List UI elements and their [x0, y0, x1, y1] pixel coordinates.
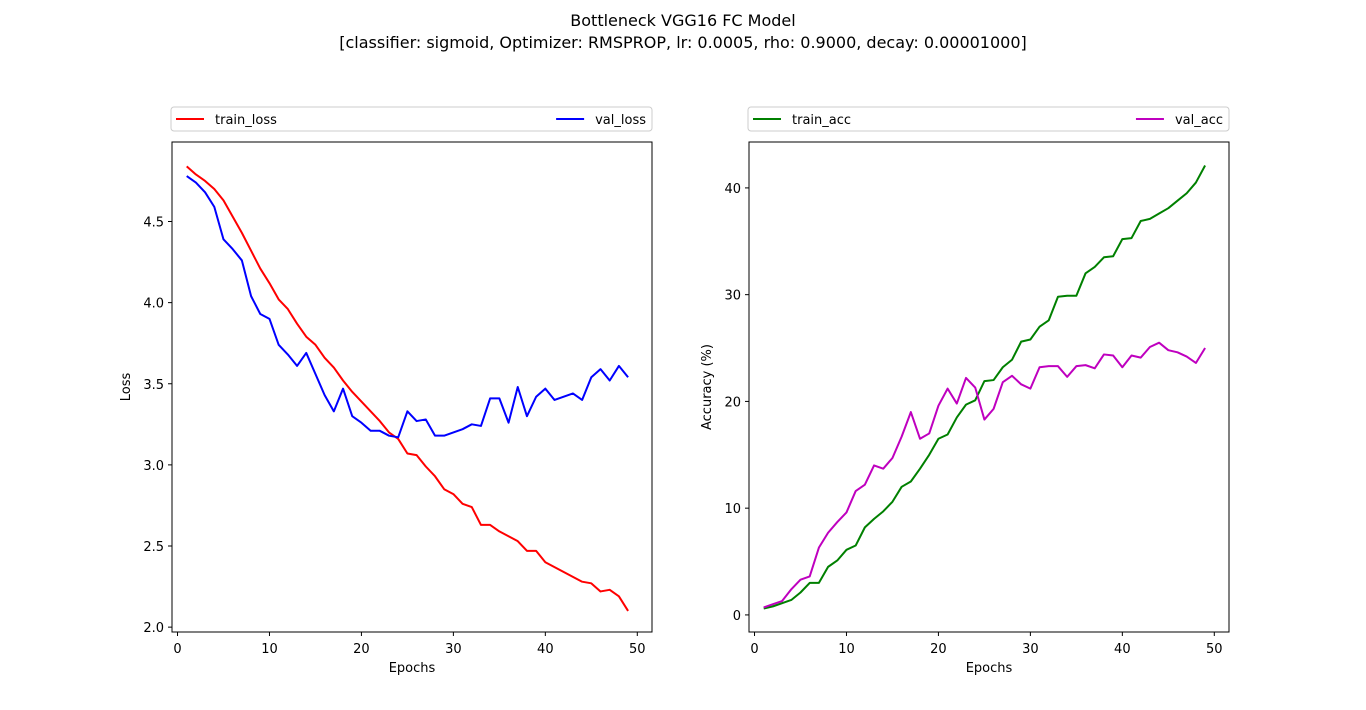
x-tick-label: 30: [1022, 642, 1039, 657]
x-tick-label: 30: [445, 642, 462, 657]
x-axis-label: Epochs: [966, 661, 1013, 676]
x-tick-label: 0: [750, 642, 758, 657]
axes-frame: [171, 141, 653, 633]
figure-subtitle: [classifier: sigmoid, Optimizer: RMSPROP…: [339, 33, 1027, 52]
y-tick-label: 10: [724, 502, 741, 517]
x-tick-label: 0: [173, 642, 181, 657]
x-tick-label: 10: [838, 642, 855, 657]
series-line-val_acc: [763, 341, 1206, 609]
x-tick-label: 50: [1206, 642, 1223, 657]
y-tick-label: 4.0: [143, 297, 164, 312]
legend-frame: [170, 106, 653, 132]
y-axis-label: Loss: [119, 373, 134, 402]
x-tick-label: 10: [261, 642, 278, 657]
x-tick-label: 50: [629, 642, 646, 657]
y-tick-label: 40: [724, 182, 741, 197]
series-line-val_loss: [186, 175, 629, 439]
x-tick-label: 20: [353, 642, 370, 657]
y-tick-label: 4.5: [143, 216, 164, 231]
chart-2: 0 10 20 30 40 50 0 10 20 30 40 Epochs Accuracy (%) tr…: [700, 106, 1230, 676]
series-line-train_acc: [763, 165, 1206, 610]
figure-title: Bottleneck VGG16 FC Model: [570, 11, 796, 30]
axes-frame: [748, 141, 1230, 633]
legend-label-val_loss: val_loss: [595, 113, 646, 128]
chart-1: 0 10 20 30 40 50 2.0 2.5 3.0 3.5 4.0 4.5 Epochs Loss t…: [119, 106, 653, 676]
y-tick-label: 3.0: [143, 459, 164, 474]
x-tick-label: 20: [930, 642, 947, 657]
x-axis-label: Epochs: [389, 661, 436, 676]
legend: train_acc val_acc: [747, 106, 1230, 132]
legend: train_loss val_loss: [170, 106, 653, 132]
y-axis-label: Accuracy (%): [700, 344, 715, 430]
legend-label-train_acc: train_acc: [792, 113, 851, 128]
series-line-train_loss: [186, 165, 629, 612]
legend-frame: [747, 106, 1230, 132]
x-tick-label: 40: [1114, 642, 1131, 657]
y-tick-label: 30: [724, 289, 741, 304]
y-tick-label: 2.5: [143, 540, 164, 555]
x-tick-label: 40: [537, 642, 554, 657]
y-tick-label: 20: [724, 395, 741, 410]
y-tick-label: 2.0: [143, 621, 164, 636]
legend-label-val_acc: val_acc: [1175, 113, 1223, 128]
y-tick-label: 3.5: [143, 378, 164, 393]
y-tick-label: 0: [733, 609, 741, 624]
legend-label-train_loss: train_loss: [215, 113, 277, 128]
